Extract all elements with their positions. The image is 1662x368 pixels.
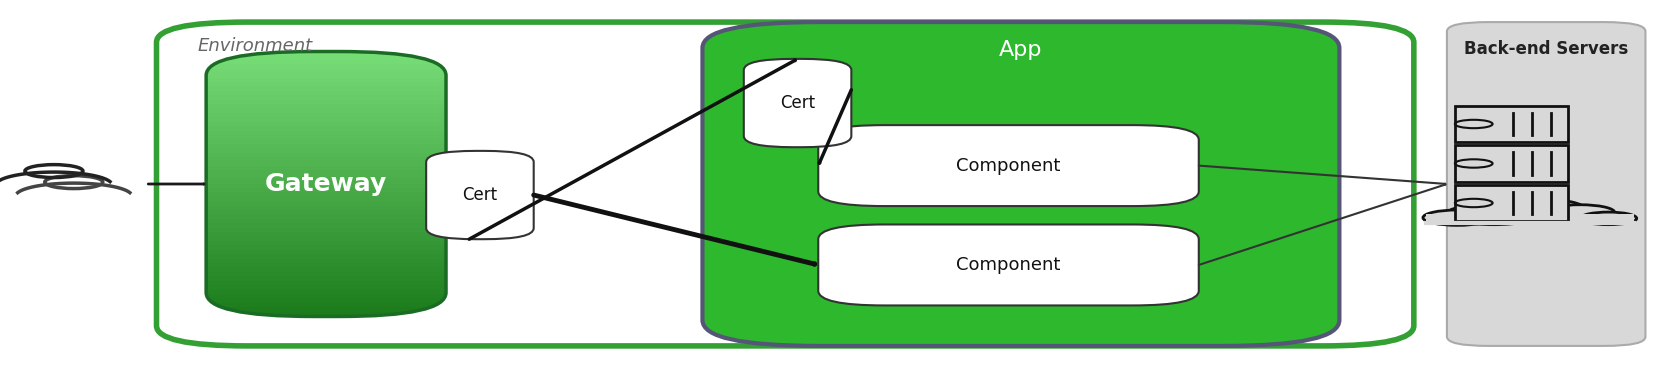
FancyBboxPatch shape <box>206 109 445 113</box>
Text: Back-end Servers: Back-end Servers <box>1464 40 1629 59</box>
FancyBboxPatch shape <box>206 82 445 87</box>
FancyBboxPatch shape <box>818 125 1198 206</box>
FancyBboxPatch shape <box>206 223 445 228</box>
FancyBboxPatch shape <box>206 232 445 237</box>
FancyBboxPatch shape <box>206 206 445 210</box>
FancyBboxPatch shape <box>206 122 445 127</box>
FancyBboxPatch shape <box>206 245 445 250</box>
FancyBboxPatch shape <box>425 151 534 239</box>
Circle shape <box>1423 210 1492 225</box>
FancyBboxPatch shape <box>206 113 445 118</box>
FancyBboxPatch shape <box>206 237 445 241</box>
FancyBboxPatch shape <box>206 263 445 268</box>
FancyBboxPatch shape <box>206 188 445 193</box>
FancyBboxPatch shape <box>206 215 445 219</box>
FancyBboxPatch shape <box>206 219 445 224</box>
FancyBboxPatch shape <box>206 86 445 91</box>
Circle shape <box>1497 199 1586 219</box>
FancyBboxPatch shape <box>206 100 445 105</box>
FancyBboxPatch shape <box>206 144 445 149</box>
FancyBboxPatch shape <box>206 272 445 277</box>
FancyBboxPatch shape <box>206 148 445 153</box>
FancyBboxPatch shape <box>206 51 445 56</box>
FancyBboxPatch shape <box>206 294 445 299</box>
FancyBboxPatch shape <box>206 179 445 184</box>
FancyBboxPatch shape <box>206 153 445 158</box>
Text: App: App <box>999 40 1042 60</box>
Text: Gateway: Gateway <box>264 172 387 196</box>
FancyBboxPatch shape <box>206 276 445 281</box>
FancyBboxPatch shape <box>206 52 445 316</box>
FancyBboxPatch shape <box>206 184 445 188</box>
FancyBboxPatch shape <box>206 64 445 69</box>
FancyBboxPatch shape <box>206 73 445 78</box>
FancyBboxPatch shape <box>206 290 445 294</box>
FancyBboxPatch shape <box>1454 185 1567 221</box>
FancyBboxPatch shape <box>206 126 445 131</box>
FancyBboxPatch shape <box>206 228 445 233</box>
FancyBboxPatch shape <box>206 303 445 308</box>
FancyBboxPatch shape <box>206 250 445 255</box>
FancyBboxPatch shape <box>206 91 445 96</box>
Text: Component: Component <box>956 256 1060 274</box>
FancyBboxPatch shape <box>206 175 445 180</box>
FancyBboxPatch shape <box>206 162 445 166</box>
FancyBboxPatch shape <box>206 254 445 259</box>
FancyBboxPatch shape <box>206 104 445 109</box>
FancyBboxPatch shape <box>206 56 445 60</box>
FancyBboxPatch shape <box>206 298 445 303</box>
FancyBboxPatch shape <box>206 197 445 202</box>
Circle shape <box>1446 204 1541 224</box>
FancyBboxPatch shape <box>206 312 445 316</box>
FancyBboxPatch shape <box>156 22 1414 346</box>
Circle shape <box>1546 205 1615 220</box>
FancyBboxPatch shape <box>206 166 445 171</box>
FancyBboxPatch shape <box>206 95 445 100</box>
FancyBboxPatch shape <box>206 157 445 162</box>
Circle shape <box>1581 212 1637 224</box>
FancyBboxPatch shape <box>1454 145 1567 182</box>
Bar <box>1426 214 1634 223</box>
FancyBboxPatch shape <box>206 259 445 263</box>
FancyBboxPatch shape <box>745 59 851 147</box>
FancyBboxPatch shape <box>206 285 445 290</box>
FancyBboxPatch shape <box>206 241 445 246</box>
FancyBboxPatch shape <box>1454 106 1567 142</box>
Text: Component: Component <box>956 157 1060 174</box>
FancyBboxPatch shape <box>206 201 445 206</box>
FancyBboxPatch shape <box>1448 22 1645 346</box>
Text: Cert: Cert <box>779 94 814 112</box>
FancyBboxPatch shape <box>206 78 445 82</box>
FancyBboxPatch shape <box>206 170 445 175</box>
FancyBboxPatch shape <box>206 268 445 272</box>
FancyBboxPatch shape <box>206 210 445 215</box>
FancyBboxPatch shape <box>206 135 445 140</box>
FancyBboxPatch shape <box>206 117 445 122</box>
FancyBboxPatch shape <box>206 307 445 312</box>
FancyBboxPatch shape <box>703 22 1340 346</box>
FancyBboxPatch shape <box>206 69 445 74</box>
FancyBboxPatch shape <box>206 139 445 144</box>
Text: Cert: Cert <box>462 186 497 204</box>
FancyBboxPatch shape <box>206 131 445 135</box>
Text: Environment: Environment <box>198 37 312 55</box>
FancyBboxPatch shape <box>818 224 1198 305</box>
FancyBboxPatch shape <box>206 281 445 286</box>
FancyBboxPatch shape <box>206 60 445 65</box>
FancyBboxPatch shape <box>206 192 445 197</box>
